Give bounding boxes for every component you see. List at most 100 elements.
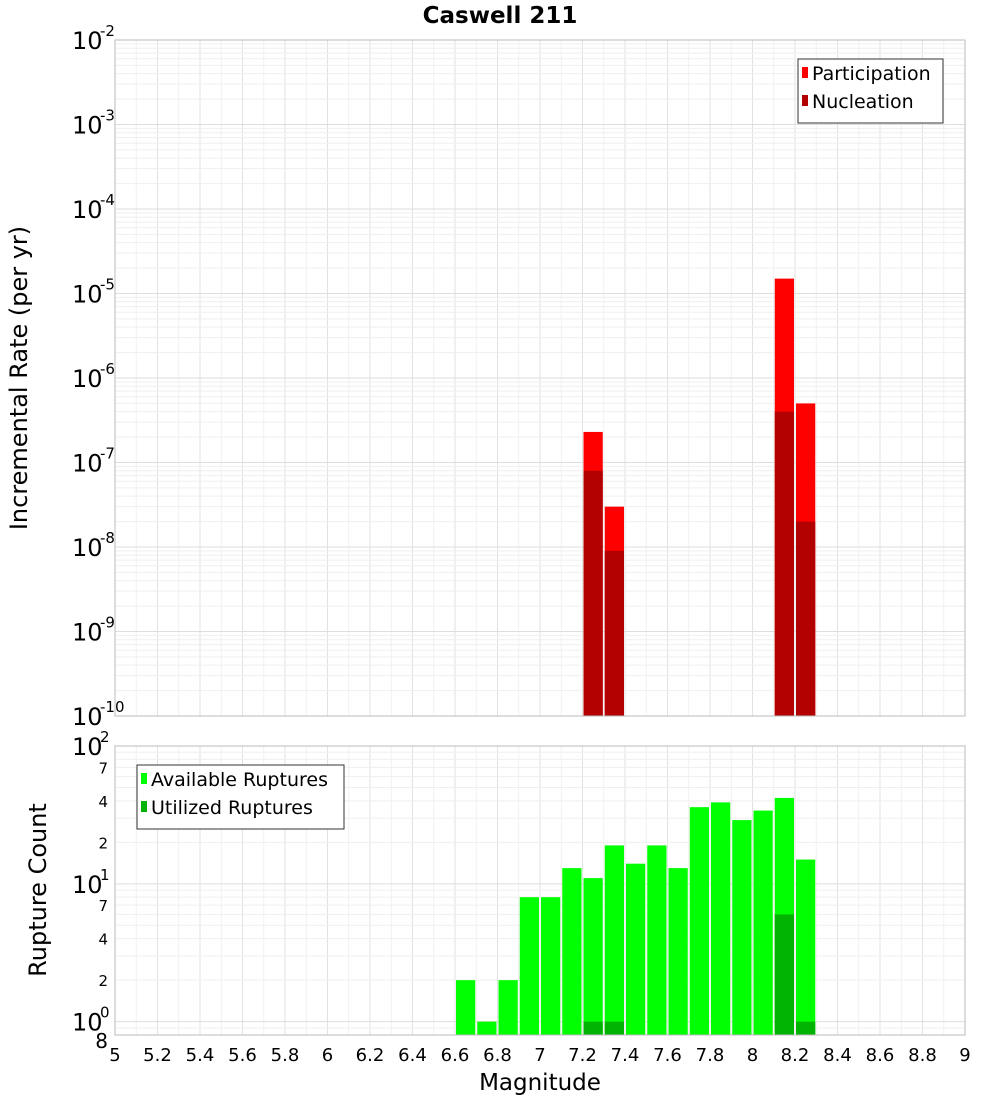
legend-box — [797, 58, 944, 124]
legend-box — [136, 764, 345, 830]
bar-available-ruptures — [732, 820, 752, 1035]
legend-swatch-participation — [802, 67, 808, 78]
bar-available-ruptures — [753, 810, 773, 1035]
legend-label-nucleation: Nucleation — [812, 91, 914, 113]
count-legend: Available Ruptures Utilized Ruptures — [136, 764, 345, 830]
x-tick-label: 5.8 — [271, 1045, 300, 1066]
bar-available-ruptures — [604, 845, 624, 1035]
x-tick-label: 7.6 — [653, 1045, 682, 1066]
x-tick-label: 7.4 — [611, 1045, 640, 1066]
y-minor-tick-label: 4 — [98, 793, 108, 811]
legend-label-available-ruptures: Available Ruptures — [151, 769, 328, 791]
y-tick-label-base: 10 — [72, 450, 103, 478]
bar-nucleation — [796, 521, 816, 716]
y-tick-label-exponent: 1 — [100, 866, 110, 884]
bar-available-ruptures — [711, 802, 731, 1035]
bar-available-ruptures — [562, 868, 582, 1035]
legend-label-participation: Participation — [812, 63, 931, 85]
y-tick-label-exponent: 2 — [100, 728, 110, 746]
x-tick-label: 5.6 — [228, 1045, 257, 1066]
bar-available-ruptures — [689, 807, 709, 1035]
y-minor-tick-label: 7 — [98, 759, 108, 777]
y-tick-label-base: 10 — [72, 196, 103, 224]
y-minor-tick-label: 2 — [98, 972, 108, 990]
bar-available-ruptures — [796, 859, 816, 1035]
y-minor-tick-label: 7 — [98, 897, 108, 915]
y-tick-label-exponent: -2 — [100, 22, 115, 40]
x-tick-label: 7.2 — [568, 1045, 597, 1066]
x-tick-label: 5.4 — [186, 1045, 215, 1066]
bar-nucleation — [774, 411, 794, 716]
x-tick-label: 6.6 — [441, 1045, 470, 1066]
legend-label-utilized-ruptures: Utilized Ruptures — [151, 797, 313, 819]
y-tick-label-base: 10 — [72, 27, 103, 55]
y-tick-label-base: 10 — [72, 871, 103, 899]
rate-bars — [583, 278, 816, 716]
bar-available-ruptures — [477, 1021, 497, 1035]
x-tick-label: 6.2 — [356, 1045, 385, 1066]
bar-nucleation — [583, 470, 603, 716]
rate-y-axis-label: Incremental Rate (per yr) — [5, 226, 33, 530]
count-y-axis-label: Rupture Count — [24, 803, 52, 977]
x-tick-label: 9 — [959, 1045, 970, 1066]
rate-grid — [114, 39, 966, 717]
bar-utilized-ruptures — [796, 1021, 816, 1035]
bar-utilized-ruptures — [604, 1021, 624, 1035]
x-tick-label: 5.2 — [143, 1045, 172, 1066]
y-tick-label-base: 10 — [72, 112, 103, 140]
chart-title: Caswell 211 — [423, 3, 578, 29]
rate-legend: Participation Nucleation — [797, 58, 944, 124]
y-tick-label-base: 10 — [72, 365, 103, 393]
x-tick-label: 5 — [109, 1045, 120, 1066]
legend-swatch-available-ruptures — [141, 773, 147, 784]
x-tick-label: 7 — [534, 1045, 545, 1066]
x-tick-label: 8.8 — [908, 1045, 937, 1066]
y-tick-label-base: 10 — [72, 619, 103, 647]
count-bars — [456, 797, 816, 1035]
bar-available-ruptures — [583, 878, 603, 1035]
legend-swatch-nucleation — [802, 95, 808, 106]
x-axis-label: Magnitude — [479, 1070, 601, 1096]
x-tick-label: 7.8 — [696, 1045, 725, 1066]
y-tick-label-exponent: -7 — [100, 445, 115, 463]
y-tick-label-base: 10 — [72, 703, 103, 731]
y-tick-label-base: 10 — [72, 281, 103, 309]
y-tick-label-exponent: 0 — [100, 1004, 110, 1022]
y-minor-tick-label: 2 — [98, 834, 108, 852]
bar-available-ruptures — [541, 897, 561, 1035]
y-tick-label-base: 10 — [72, 1009, 103, 1037]
y-tick-label-base: 10 — [72, 534, 103, 562]
legend-swatch-utilized-ruptures — [141, 801, 147, 812]
y-tick-label-exponent: -8 — [100, 529, 115, 547]
y-tick-label-exponent: -6 — [100, 360, 115, 378]
x-tick-label: 8.6 — [866, 1045, 895, 1066]
y-tick-label-exponent: -3 — [100, 107, 115, 125]
y-tick-label-exponent: -10 — [100, 698, 125, 716]
count-plot-border — [114, 745, 966, 1036]
y-tick-label-exponent: -4 — [100, 191, 115, 209]
bar-available-ruptures — [498, 980, 518, 1035]
bar-utilized-ruptures — [583, 1021, 603, 1035]
bar-nucleation — [604, 550, 624, 716]
y-minor-tick-label: 8 — [95, 1029, 108, 1053]
rate-plot-border — [114, 39, 966, 717]
bar-available-ruptures — [647, 845, 667, 1035]
y-minor-tick-label: 4 — [98, 931, 108, 949]
y-tick-label-exponent: -5 — [100, 276, 115, 294]
bar-available-ruptures — [456, 980, 476, 1035]
y-tick-label-exponent: -9 — [100, 614, 115, 632]
x-tick-label: 6.8 — [483, 1045, 512, 1066]
x-tick-label: 6.4 — [398, 1045, 427, 1066]
x-ticks: 5 5.2 5.4 5.6 5.8 6 6.2 6.4 6.6 6.8 7 7.2 7.4 7.6 7.8 8… — [109, 1045, 970, 1066]
bar-utilized-ruptures — [774, 914, 794, 1035]
x-tick-label: 8.2 — [781, 1045, 810, 1066]
x-tick-label: 6 — [322, 1045, 333, 1066]
bar-available-ruptures — [519, 897, 539, 1035]
x-tick-label: 8 — [747, 1045, 758, 1066]
x-tick-label: 8.4 — [823, 1045, 852, 1066]
